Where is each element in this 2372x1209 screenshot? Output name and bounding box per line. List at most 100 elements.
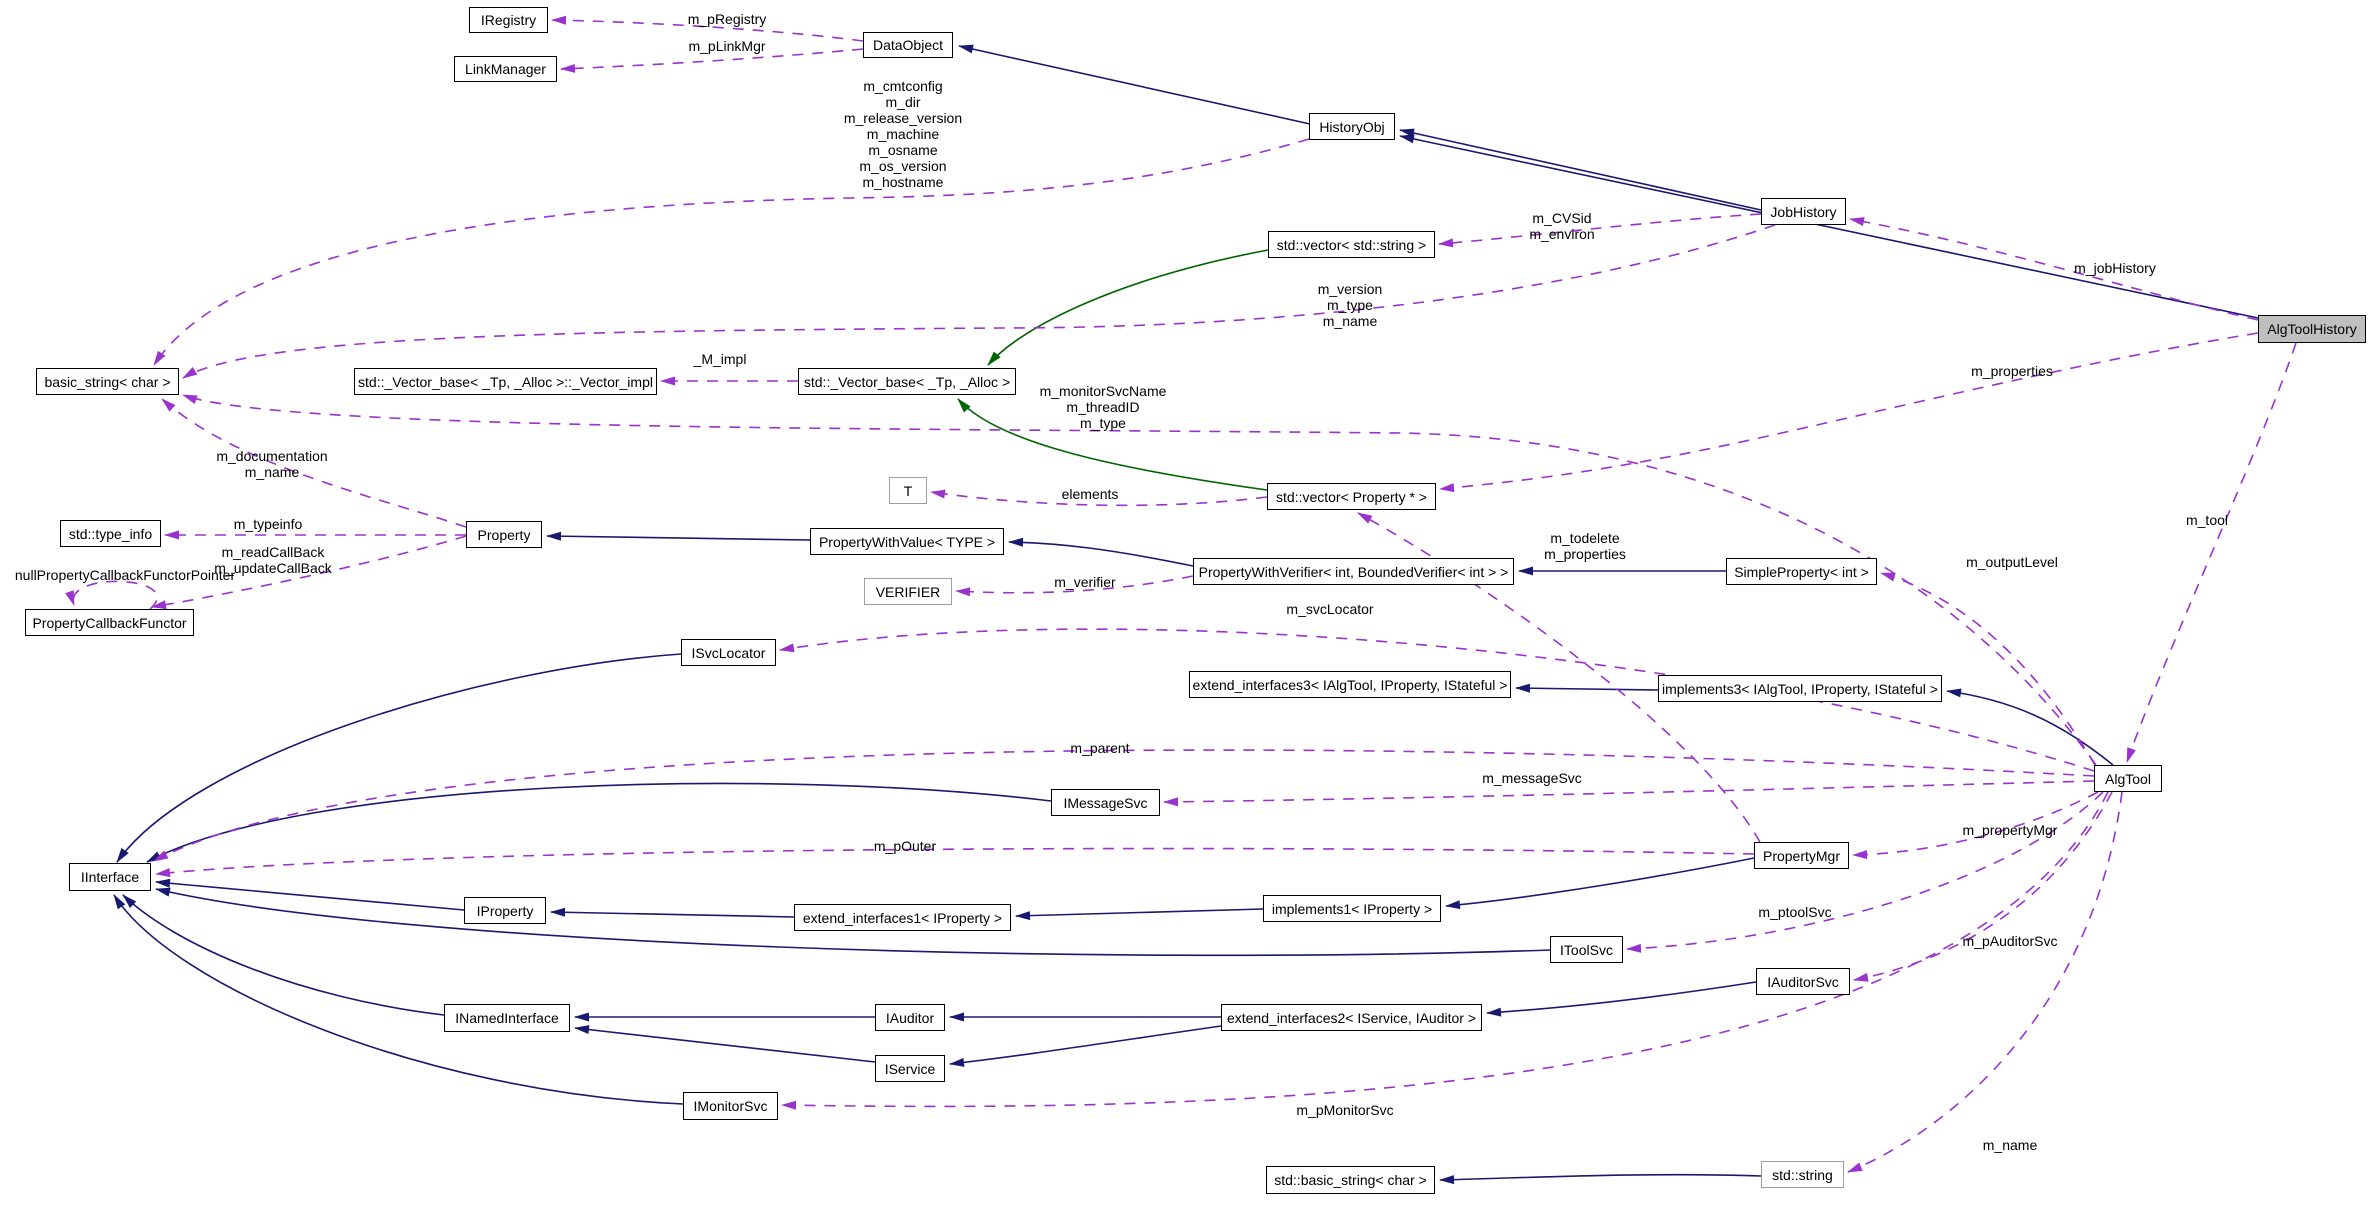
edge-label-m-properties-history: m_properties [1971, 363, 2053, 379]
edge-iservice-to-inamedinterface [574, 1025, 876, 1063]
edge-label-m-propertymgr: m_propertyMgr [1962, 822, 2058, 838]
node-propertywithvalue[interactable]: PropertyWithValue< TYPE > [810, 528, 1004, 555]
edge-algtool-to-imessagesvc [1163, 780, 2095, 807]
edge-label-nullpropertycallbackfunctorpointer: nullPropertyCallbackFunctorPointer [14, 567, 236, 583]
node-iauditor[interactable]: IAuditor [875, 1004, 945, 1031]
node-iservice[interactable]: IService [875, 1055, 945, 1082]
edge-algtoolhistory-to-jobhistory [1849, 217, 2259, 321]
edge-label-historyobj-members: m_cmtconfig m_dir m_release_version m_machi… [843, 78, 963, 190]
edge-propertywithverifier-to-verifier [955, 575, 1194, 597]
edge-property-to-basicstring [161, 398, 467, 528]
node-propertywithverifier[interactable]: PropertyWithVerifier< int, BoundedVerifi… [1193, 558, 1514, 585]
edge-jobhistory-to-basicstring [182, 224, 1776, 379]
edge-propertywithverifier-to-propertywithvalue [1008, 537, 1194, 567]
edge-vectorproperty-to-vectorbase [957, 398, 1268, 491]
edge-label-m-monitorsvcname-block: m_monitorSvcName m_threadID m_type [1039, 383, 1167, 431]
edge-implements3-to-extendinterfaces3 [1515, 683, 1659, 693]
node-type-info[interactable]: std::type_info [60, 520, 161, 547]
edge-jobhistory-to-historyobj [1399, 128, 1762, 211]
node-linkmanager[interactable]: LinkManager [454, 56, 557, 82]
node-basic-string[interactable]: basic_string< char > [36, 368, 179, 395]
edge-algtool-to-iinterface-parent [153, 749, 2095, 862]
edge-vectorstring-to-vectorbase [987, 249, 1269, 366]
edge-label-m-messagesvc: m_messageSvc [1482, 770, 1582, 786]
node-imonitorsvc[interactable]: IMonitorSvc [683, 1092, 778, 1120]
edge-iproperty-to-iinterface [155, 878, 465, 911]
edge-property-to-propertycallbackfunctor [151, 535, 467, 610]
edge-label-m-verifier: m_verifier [1054, 574, 1116, 590]
node-extend-interfaces2[interactable]: extend_interfaces2< IService, IAuditor > [1221, 1004, 1482, 1031]
node-std-basic-string[interactable]: std::basic_string< char > [1266, 1166, 1435, 1194]
edge-algtool-to-simpleproperty [1880, 572, 2096, 766]
node-simpleproperty[interactable]: SimpleProperty< int > [1726, 558, 1877, 585]
edge-label-m-documentation-name: m_documentation m_name [216, 448, 328, 480]
edge-algtool-to-propertymgr [1852, 791, 2099, 860]
edge-algtoolhistory-to-algtool [2126, 342, 2297, 763]
edge-label-m-pouter: m_pOuter [873, 838, 937, 854]
node-itoolsvc[interactable]: IToolSvc [1550, 936, 1623, 963]
edge-dataobject-to-iregistry [551, 15, 864, 42]
edge-propertycallbackfunctor-self [65, 580, 158, 610]
edge-label-m-readcallback-updatecallback: m_readCallBack m_updateCallBack [214, 544, 332, 576]
node-historyobj[interactable]: HistoryObj [1309, 113, 1395, 140]
edge-label-m-svclocator: m_svcLocator [1286, 601, 1374, 617]
edge-algtool-to-imonitorsvc [781, 791, 2109, 1110]
node-iproperty[interactable]: IProperty [464, 897, 546, 924]
edge-stdstring-to-basicstring [1439, 1173, 1762, 1185]
node-iauditorsvc[interactable]: IAuditorSvc [1756, 968, 1850, 995]
node-vector-base[interactable]: std::_Vector_base< _Tp, _Alloc > [798, 368, 1016, 395]
edge-extendinterfaces2-to-iservice [949, 1025, 1222, 1067]
node-propertymgr[interactable]: PropertyMgr [1754, 842, 1849, 869]
edge-algtool-to-iauditorsvc [1853, 791, 2113, 982]
edge-label-m-outputlevel: m_outputLevel [1966, 554, 2058, 570]
edge-label-m-cvsid-environ: m_CVSid m_environ [1529, 210, 1595, 242]
edge-label-m-pmonitorsvc: m_pMonitorSvc [1296, 1102, 1394, 1118]
node-t[interactable]: T [889, 477, 927, 504]
node-property[interactable]: Property [466, 521, 542, 548]
node-dataobject[interactable]: DataObject [863, 32, 953, 58]
edge-label-m-parent: m_parent [1070, 740, 1130, 756]
edge-imonitorsvc-to-iinterface [113, 894, 684, 1105]
edge-vectorproperty-to-t [930, 489, 1268, 507]
edge-label-m-version-type-name: m_version m_type m_name [1317, 281, 1383, 329]
node-vector-string[interactable]: std::vector< std::string > [1268, 231, 1435, 258]
edge-historyobj-to-basicstring [153, 138, 1310, 366]
node-algtoolhistory[interactable]: AlgToolHistory [2258, 315, 2366, 343]
node-extend-interfaces3[interactable]: extend_interfaces3< IAlgTool, IProperty,… [1189, 671, 1511, 698]
node-iregistry[interactable]: IRegistry [469, 7, 548, 33]
edge-algtool-to-itoolsvc [1626, 791, 2104, 953]
edge-iauditorsvc-to-extendinterfaces2 [1486, 981, 1757, 1017]
node-algtool[interactable]: AlgTool [2094, 765, 2162, 792]
edge-label-m-plinkmgr: m_pLinkMgr [688, 38, 766, 54]
node-imessagesvc[interactable]: IMessageSvc [1051, 789, 1160, 816]
edge-label-m-jobhistory: m_jobHistory [2074, 260, 2156, 276]
edge-isvclocator-to-iinterface [116, 653, 682, 863]
node-jobhistory[interactable]: JobHistory [1761, 198, 1846, 225]
edge-implements1-to-extendinterfaces1 [1015, 908, 1264, 921]
edge-label-m-ptoolsvc: m_ptoolSvc [1758, 904, 1832, 920]
node-vector-property[interactable]: std::vector< Property * > [1267, 483, 1436, 510]
edge-propertywithvalue-to-property [546, 531, 811, 541]
edge-label-m-impl: _M_impl [693, 351, 747, 367]
node-isvclocator[interactable]: ISvcLocator [681, 639, 776, 666]
edge-jobhistory-to-vectorstring [1438, 213, 1762, 248]
node-vector-impl[interactable]: std::_Vector_base< _Tp, _Alloc >::_Vecto… [354, 368, 657, 395]
node-extend-interfaces1[interactable]: extend_interfaces1< IProperty > [794, 904, 1011, 931]
node-iinterface[interactable]: IInterface [69, 863, 151, 891]
node-verifier[interactable]: VERIFIER [864, 578, 952, 605]
node-implements3[interactable]: implements3< IAlgTool, IProperty, IState… [1658, 675, 1942, 702]
node-implements1[interactable]: implements1< IProperty > [1263, 895, 1441, 922]
edge-label-m-todelete-properties: m_todelete m_properties [1544, 530, 1626, 562]
node-propertycallbackfunctor[interactable]: PropertyCallbackFunctor [25, 609, 194, 636]
node-inamedinterface[interactable]: INamedInterface [444, 1004, 570, 1032]
edge-label-elements: elements [1061, 486, 1119, 502]
edge-algtool-to-stdstring [1847, 791, 2123, 1173]
edge-propertymgr-to-iinterface-pouter [155, 847, 1755, 878]
node-std-string[interactable]: std::string [1761, 1161, 1844, 1188]
edge-label-m-pauditorsvc: m_pAuditorSvc [1962, 933, 2058, 949]
edge-label-m-name-algtool: m_name [1982, 1137, 2038, 1153]
edge-label-m-pregistry: m_pRegistry [687, 11, 767, 27]
edge-itoolsvc-to-iinterface [155, 887, 1551, 957]
